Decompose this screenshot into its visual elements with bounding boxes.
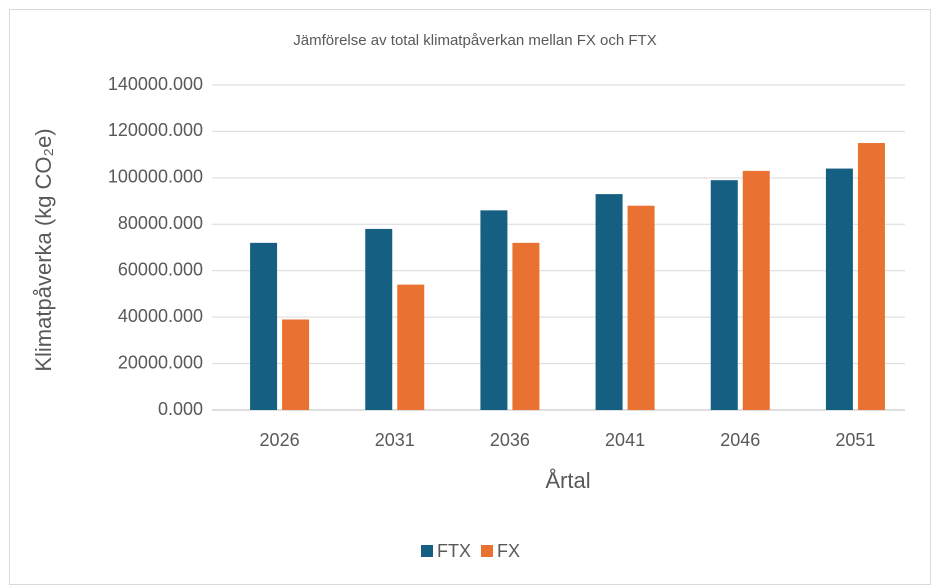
y-tick-label: 40000.000 [118, 306, 203, 326]
y-tick-label: 80000.000 [118, 213, 203, 233]
x-tick-label: 2041 [605, 430, 645, 450]
bar [742, 170, 770, 410]
legend-swatch [481, 545, 493, 557]
chart-frame [9, 9, 931, 585]
chart-title: Jämförelse av total klimatpåverkan mella… [293, 32, 656, 49]
legend-swatch [421, 545, 433, 557]
bar [710, 180, 738, 410]
bar [282, 319, 310, 410]
x-tick-label: 2036 [490, 430, 530, 450]
x-tick-label: 2026 [260, 430, 300, 450]
bar [250, 242, 278, 410]
x-axis-title: Årtal [545, 468, 590, 493]
legend-label: FTX [437, 541, 471, 561]
y-axis-title: Klimatpåverka (kg CO₂e) [31, 128, 56, 371]
x-tick-label: 2031 [375, 430, 415, 450]
bar [397, 284, 425, 410]
bar [512, 242, 540, 410]
x-tick-label: 2046 [720, 430, 760, 450]
y-tick-label: 100000.000 [108, 167, 203, 187]
bar [825, 168, 853, 410]
y-tick-label: 0.000 [158, 399, 203, 419]
legend-label: FX [497, 541, 520, 561]
bar [365, 228, 393, 410]
y-tick-label: 120000.000 [108, 120, 203, 140]
bar [595, 194, 623, 410]
y-tick-label: 60000.000 [118, 259, 203, 279]
bar [857, 143, 885, 411]
y-tick-label: 140000.000 [108, 74, 203, 94]
bar [627, 205, 655, 410]
x-tick-label: 2051 [835, 430, 875, 450]
y-tick-label: 20000.000 [118, 352, 203, 372]
bar [480, 210, 508, 410]
